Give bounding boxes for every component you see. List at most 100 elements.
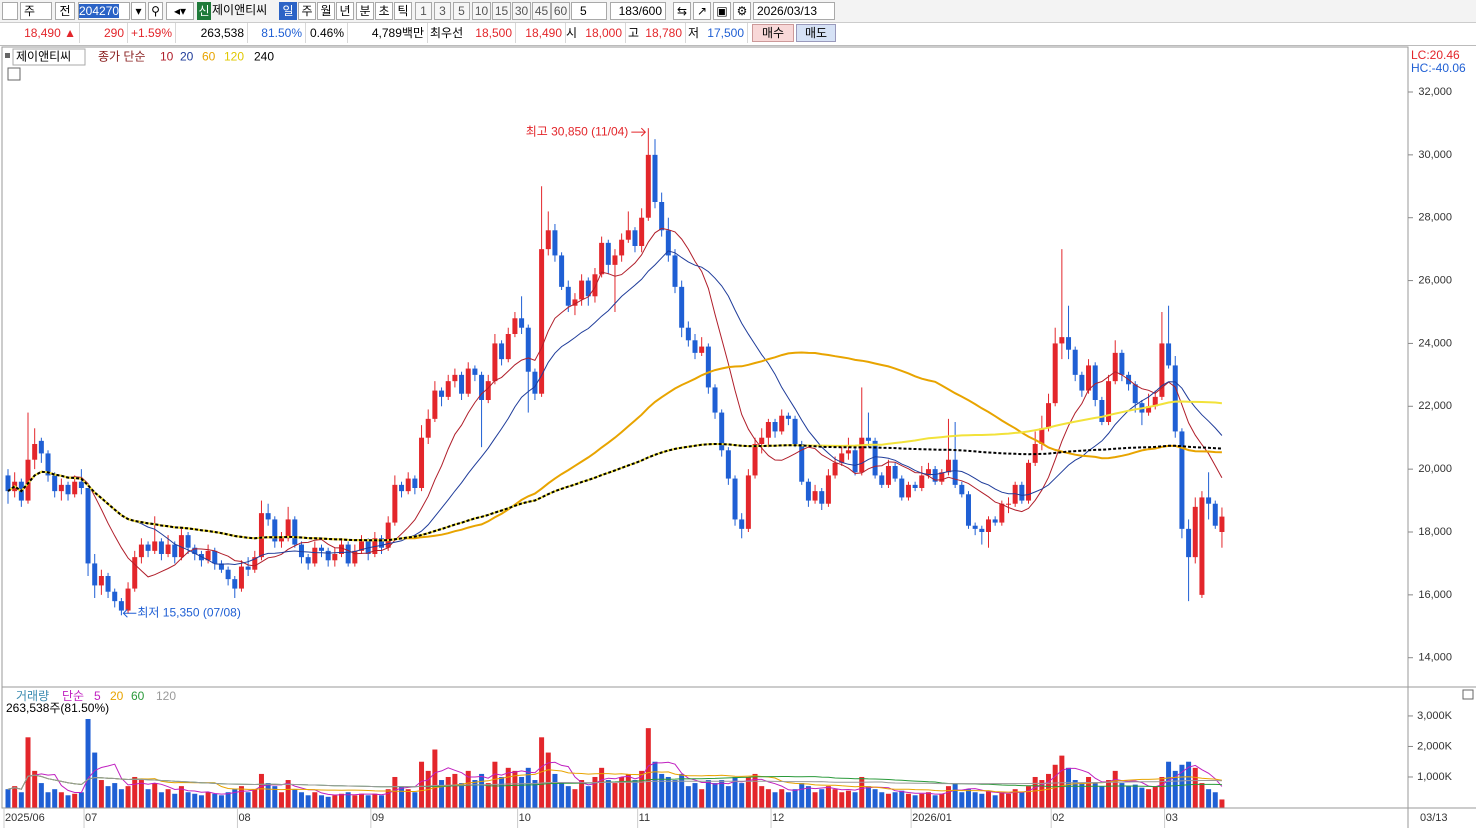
- period-button[interactable]: 주: [298, 2, 316, 20]
- candle-body: [72, 481, 78, 495]
- minute-button[interactable]: 1: [415, 2, 432, 20]
- candle-body: [532, 371, 538, 394]
- tool-icon[interactable]: ⇆: [673, 2, 691, 20]
- volume-ma-legend: 120: [156, 689, 176, 703]
- minute-button[interactable]: 60: [551, 2, 570, 20]
- market-select[interactable]: 주: [20, 2, 52, 20]
- volume-bar: [605, 780, 611, 808]
- candle-body: [459, 374, 465, 394]
- window-icon[interactable]: [2, 2, 18, 20]
- candle-body: [1219, 516, 1225, 532]
- tool-icon[interactable]: ⚙: [733, 2, 751, 20]
- candle-body: [419, 437, 425, 488]
- candle-body: [1212, 503, 1218, 526]
- candle-body: [605, 242, 611, 265]
- candle-body: [792, 418, 798, 444]
- candle-body: [572, 299, 578, 306]
- period-button[interactable]: 일: [279, 2, 297, 20]
- candle-body: [212, 550, 218, 564]
- volume-bar: [932, 795, 938, 808]
- buy-button[interactable]: 매수: [752, 24, 794, 42]
- count[interactable]: 183/600: [610, 2, 666, 20]
- volume-bar: [925, 792, 931, 808]
- candle-body: [519, 318, 525, 328]
- candle-body: [245, 566, 251, 570]
- open: 18,000: [580, 23, 626, 43]
- candle-body: [152, 541, 158, 551]
- candle-body: [632, 230, 638, 246]
- minute-button[interactable]: 45: [532, 2, 551, 20]
- candle-body: [218, 563, 224, 570]
- volume-bar: [692, 783, 698, 808]
- volume-tick-label: 2,000K: [1417, 740, 1453, 752]
- turnover: 0.46%: [306, 23, 348, 43]
- y-tick-label: 16,000: [1418, 589, 1452, 601]
- period-button[interactable]: 초: [375, 2, 393, 20]
- candle-body: [465, 368, 471, 394]
- candle-body: [699, 346, 705, 353]
- minute-button[interactable]: 15: [492, 2, 511, 20]
- period-button[interactable]: 분: [356, 2, 374, 20]
- y-tick-label: 32,000: [1418, 86, 1452, 98]
- volume-bar: [1146, 789, 1152, 808]
- volume-bar: [465, 770, 471, 808]
- minute-button[interactable]: 3: [434, 2, 451, 20]
- period-button[interactable]: 틱: [394, 2, 412, 20]
- volume-bar: [312, 792, 318, 808]
- volume-bar: [112, 783, 118, 808]
- candle-body: [225, 569, 231, 580]
- code-input[interactable]: 204270: [78, 2, 130, 20]
- volume-bar: [98, 780, 104, 808]
- volume-bar: [592, 776, 598, 808]
- candle-body: [619, 239, 625, 256]
- minute-button[interactable]: 30: [512, 2, 531, 20]
- period-button[interactable]: 월: [317, 2, 335, 20]
- candle-body: [1072, 349, 1078, 375]
- high: 18,780: [642, 23, 686, 43]
- candle-body: [318, 547, 324, 551]
- candle-body: [1039, 428, 1045, 444]
- minute-select[interactable]: 5: [571, 2, 607, 20]
- volume-bar: [972, 792, 978, 808]
- panel-button[interactable]: [1462, 689, 1474, 700]
- volume-bar: [792, 789, 798, 808]
- volume-bar: [579, 780, 585, 808]
- volume-bar: [599, 767, 605, 808]
- candle-body: [385, 522, 391, 548]
- candle-body: [1146, 406, 1152, 413]
- settings-icon[interactable]: [7, 67, 21, 81]
- period-button[interactable]: 년: [336, 2, 354, 20]
- candle-body: [1172, 365, 1178, 432]
- volume-bar: [1206, 789, 1212, 808]
- candle-body: [298, 544, 304, 558]
- candle-body: [45, 453, 51, 476]
- tool-icon[interactable]: ↗: [693, 2, 711, 20]
- volume-bar: [645, 728, 651, 808]
- candle-body: [752, 444, 758, 476]
- volume-bar: [659, 773, 665, 808]
- info-bar: 18,490 ▲ 290 +1.59% 263,538 81.50% 0.46%…: [0, 23, 1476, 46]
- minute-button[interactable]: 5: [453, 2, 470, 20]
- candle-body: [745, 475, 751, 529]
- candle-body: [205, 550, 211, 561]
- y-tick-label: 14,000: [1418, 652, 1452, 664]
- candle-body: [278, 538, 284, 542]
- candle-body: [145, 544, 151, 551]
- volume-bar: [752, 773, 758, 808]
- dropdown[interactable]: ▾: [131, 2, 146, 20]
- volume-bar: [985, 790, 991, 808]
- volume-bar: [1119, 783, 1125, 808]
- candle-body: [305, 557, 311, 564]
- minute-button[interactable]: 10: [472, 2, 491, 20]
- tool-icon[interactable]: ▣: [713, 2, 731, 20]
- search[interactable]: ⚲: [148, 2, 163, 20]
- volume-bar: [192, 793, 198, 808]
- candle-body: [38, 440, 44, 454]
- candle-body: [78, 481, 84, 488]
- x-tick-label: 02: [1052, 812, 1064, 824]
- date-input[interactable]: 2026/03/13: [753, 2, 835, 20]
- sound[interactable]: ◂▾: [166, 2, 194, 20]
- sell-button[interactable]: 매도: [796, 24, 836, 42]
- scope-select[interactable]: 전: [55, 2, 75, 20]
- candle-body: [559, 255, 565, 287]
